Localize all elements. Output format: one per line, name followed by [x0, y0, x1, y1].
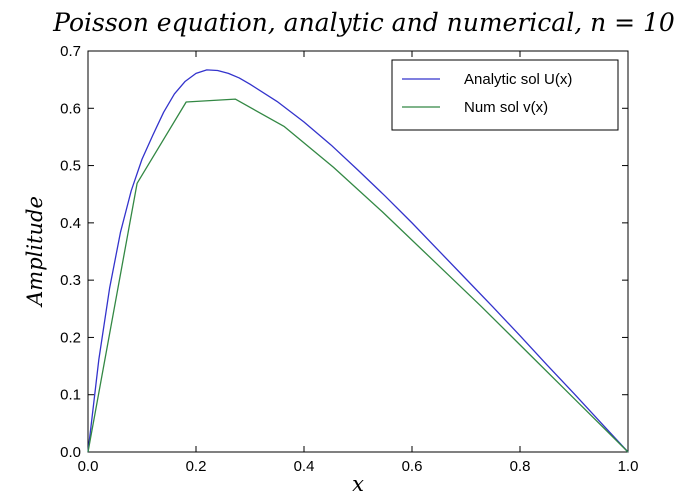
- x-tick-label: 0.8: [510, 458, 531, 475]
- x-tick-label: 0.0: [78, 458, 99, 475]
- legend-label: Analytic sol U(x): [464, 71, 572, 88]
- legend: Analytic sol U(x) Num sol v(x): [391, 59, 619, 131]
- y-tick-label: 0.1: [60, 387, 81, 404]
- y-tick-label: 0.7: [60, 43, 81, 60]
- plot-frame: [87, 50, 629, 453]
- y-tick-label: 0.3: [60, 272, 81, 289]
- x-tick-label: 1.0: [618, 458, 639, 475]
- y-tick-label: 0.2: [60, 329, 81, 346]
- chart-title: Poisson equation, analytic and numerical…: [52, 8, 675, 37]
- y-tick-label: 0.4: [60, 215, 81, 232]
- legend-label: Num sol v(x): [464, 99, 548, 116]
- x-tick-label: 0.4: [294, 458, 315, 475]
- x-tick-label: 0.2: [186, 458, 207, 475]
- legend-box: [391, 59, 619, 131]
- x-axis-label: x: [352, 472, 364, 496]
- series-layer: [87, 69, 629, 453]
- y-axis-label: Amplitude: [23, 196, 47, 308]
- series-line-numerical: [87, 98, 629, 453]
- y-tick-label: 0.0: [60, 444, 81, 461]
- series-line-analytic: [87, 69, 629, 453]
- y-tick-label: 0.5: [60, 158, 81, 175]
- axis-ticks: 0.0 0.2 0.4 0.6 0.8 1.0 0.0 0.1 0.2 0.3 0.4 0.5 0.6 0…: [60, 43, 638, 475]
- x-tick-label: 0.6: [402, 458, 423, 475]
- y-tick-label: 0.6: [60, 100, 81, 117]
